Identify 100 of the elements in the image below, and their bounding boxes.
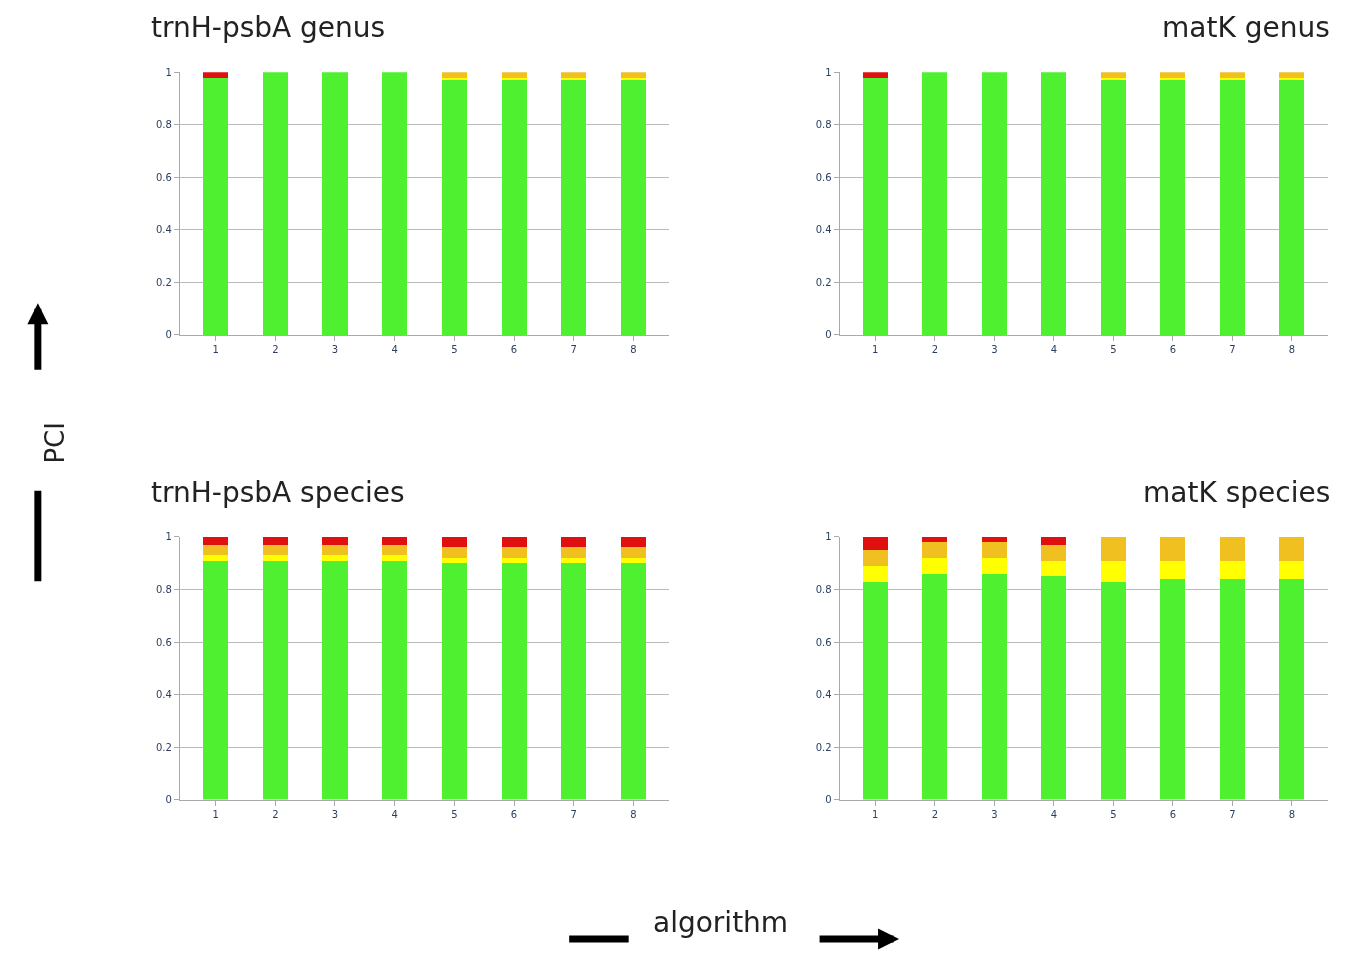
x-tick-label: 8 — [1288, 343, 1296, 355]
bar — [922, 542, 948, 558]
bar — [862, 550, 888, 566]
bar — [1219, 80, 1245, 335]
bar — [1100, 581, 1126, 800]
bar — [922, 72, 948, 335]
x-tick-label: 8 — [630, 808, 637, 820]
bar — [561, 80, 587, 335]
bar — [1041, 544, 1067, 561]
bar — [203, 555, 229, 561]
bar — [501, 547, 527, 558]
bar — [441, 72, 467, 78]
x-tick-label: 8 — [630, 343, 637, 355]
bar — [561, 558, 587, 564]
bar — [441, 536, 467, 548]
bar — [1041, 72, 1067, 335]
x-tick-label: 3 — [331, 808, 339, 820]
bar — [262, 555, 288, 561]
x-tick-label: 5 — [1110, 808, 1117, 820]
bar — [1041, 560, 1067, 577]
y-tick-label: 0.4 — [815, 224, 832, 236]
x-tick-label: 1 — [872, 343, 879, 355]
x-tick-label: 6 — [1169, 808, 1177, 820]
bar — [262, 560, 288, 800]
bar — [262, 544, 288, 556]
bar — [1279, 536, 1305, 561]
x-tick-label: 2 — [272, 343, 279, 355]
y-axis-title: PCI — [40, 422, 71, 464]
y-tick-label: 0.8 — [155, 584, 172, 596]
bar — [620, 563, 646, 800]
bar — [501, 536, 527, 548]
y-tick-label: 0.2 — [155, 276, 172, 288]
bar — [922, 558, 948, 574]
chart-title: matK genus — [1162, 11, 1330, 44]
x-tick-label: 1 — [872, 808, 879, 820]
bar — [620, 536, 646, 548]
y-tick-label: 0.2 — [155, 741, 172, 753]
bar — [620, 80, 646, 335]
bar — [620, 558, 646, 564]
x-tick-label: 7 — [570, 808, 577, 820]
bar — [382, 544, 408, 556]
y-tick-label: 0.6 — [155, 171, 172, 183]
chart-title: matK species — [1143, 476, 1331, 509]
bar — [1041, 576, 1067, 800]
bar — [501, 563, 527, 800]
y-tick-label: 1 — [165, 531, 172, 543]
x-tick-label: 6 — [510, 808, 518, 820]
bar — [862, 77, 888, 335]
bar — [501, 558, 527, 564]
bar — [922, 573, 948, 800]
bar — [322, 536, 348, 545]
bar — [1160, 560, 1186, 580]
y-tick-label: 0.2 — [815, 741, 832, 753]
bar — [501, 72, 527, 78]
bar — [981, 558, 1007, 574]
x-tick-label: 5 — [1110, 343, 1117, 355]
bar — [620, 72, 646, 78]
bar — [441, 80, 467, 335]
y-tick-label: 0.4 — [815, 689, 832, 701]
y-tick-label: 1 — [825, 531, 832, 543]
bar — [382, 555, 408, 561]
bar — [620, 547, 646, 558]
bar — [322, 555, 348, 561]
x-tick-label: 3 — [991, 343, 998, 355]
bar — [203, 560, 229, 800]
x-tick-label: 4 — [1050, 343, 1058, 355]
bar — [561, 536, 587, 548]
x-tick-label: 1 — [212, 343, 219, 355]
x-tick-label: 5 — [451, 808, 458, 820]
bar — [1100, 80, 1126, 335]
x-tick-label: 7 — [1229, 808, 1236, 820]
bar — [981, 573, 1007, 800]
x-tick-label: 6 — [510, 343, 518, 355]
bar — [203, 536, 229, 545]
x-tick-label: 2 — [272, 808, 279, 820]
y-tick-label: 0.8 — [815, 119, 832, 131]
bar — [203, 72, 229, 78]
bar — [322, 560, 348, 800]
x-tick-label: 3 — [331, 343, 339, 355]
bar — [1160, 80, 1186, 335]
y-tick-label: 0.8 — [155, 119, 172, 131]
y-tick-label: 0.4 — [155, 689, 172, 701]
bar — [1219, 579, 1245, 800]
bar — [862, 581, 888, 800]
bar — [561, 563, 587, 800]
bar — [561, 72, 587, 78]
bar — [441, 547, 467, 558]
bar — [1100, 536, 1126, 561]
bar — [262, 72, 288, 335]
bar — [862, 565, 888, 582]
x-tick-label: 4 — [1050, 808, 1058, 820]
y-tick-label: 0 — [165, 794, 172, 806]
x-tick-label: 8 — [1288, 808, 1296, 820]
bar — [1279, 579, 1305, 800]
bar — [1100, 72, 1126, 78]
y-tick-label: 0 — [825, 329, 832, 341]
x-tick-label: 1 — [212, 808, 219, 820]
y-tick-label: 0 — [165, 329, 172, 341]
chart-title: trnH-psbA species — [151, 476, 405, 509]
y-tick-label: 1 — [825, 66, 832, 78]
